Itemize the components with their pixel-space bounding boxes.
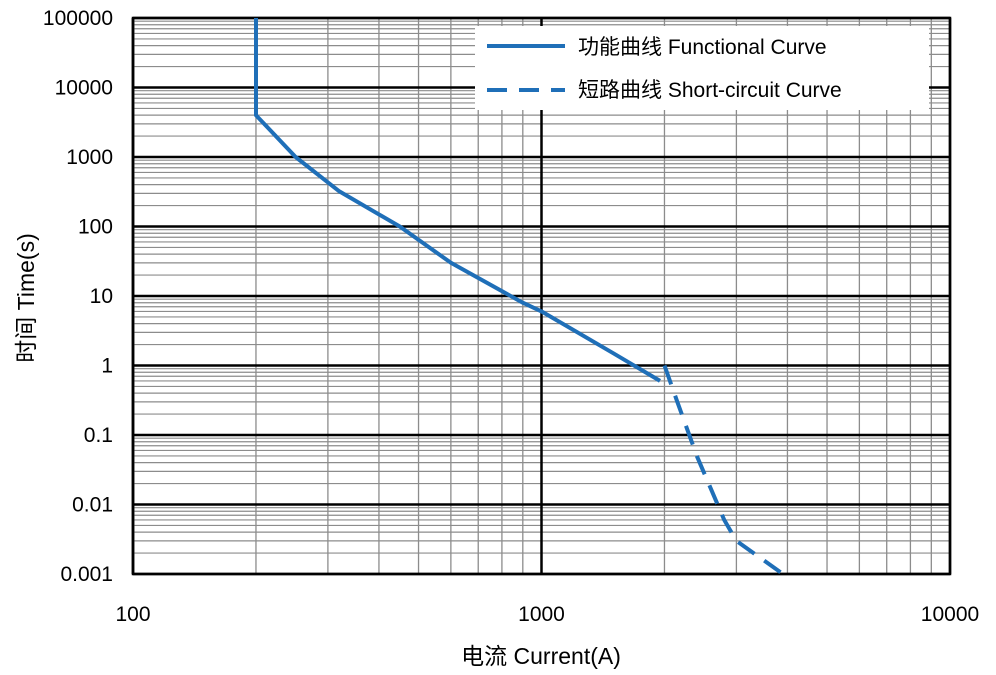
y-tick-label: 10000 [55,77,113,100]
y-tick-labels: 100000 10000 1000 100 10 1 0.1 0.01 0.001 [43,7,113,586]
legend: 功能曲线 Functional Curve 短路曲线 Short-circuit… [475,26,929,110]
y-tick-label: 1 [101,355,113,378]
y-tick-label: 0.01 [72,494,113,517]
plot-frame [131,16,952,576]
y-tick-label: 0.1 [84,424,113,447]
y-axis-title: 时间 Time(s) [13,233,39,362]
y-tick-label: 1000 [66,146,113,169]
series-lines [254,18,785,576]
series-short-circuit-curve [662,364,785,576]
y-tick-label: 100 [78,216,113,239]
x-tick-label: 100 [115,603,150,626]
x-axis-title: 电流 Current(A) [461,643,621,669]
y-tick-label: 10 [90,285,113,308]
x-tick-label: 1000 [518,603,565,626]
x-tick-labels: 100 1000 10000 [115,603,979,626]
series-functional-curve [254,18,662,383]
y-tick-label: 0.001 [60,563,113,586]
x-tick-label: 10000 [921,603,979,626]
legend-box [475,26,929,110]
legend-label-functional: 功能曲线 Functional Curve [578,36,827,59]
legend-label-short-circuit: 短路曲线 Short-circuit Curve [578,79,842,102]
y-tick-label: 100000 [43,7,113,30]
